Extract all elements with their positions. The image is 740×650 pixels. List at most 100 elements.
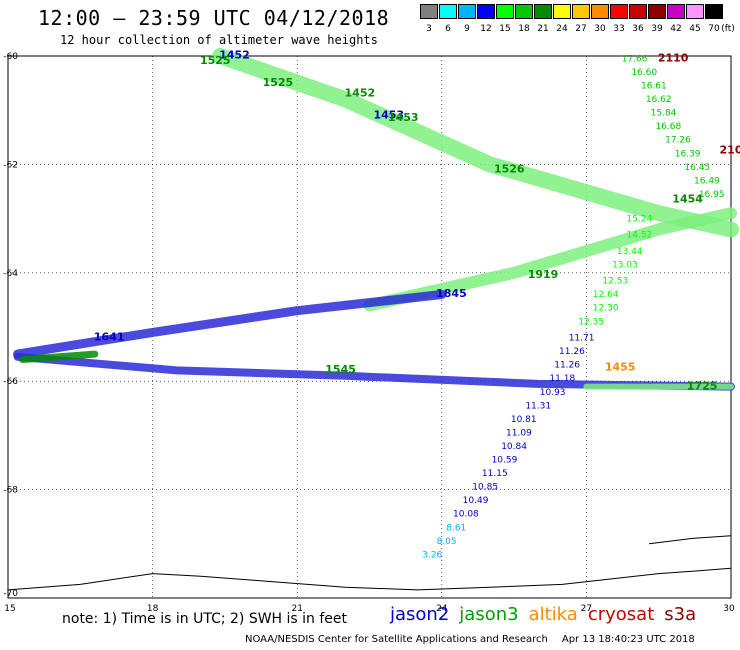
color-scale-label: 42 bbox=[670, 24, 682, 34]
lon-tick-label: 18 bbox=[147, 604, 159, 614]
color-scale-label: 36 bbox=[632, 24, 644, 34]
satellite-legend-item: altika bbox=[528, 604, 578, 625]
color-scale-label: 27 bbox=[575, 24, 587, 34]
swh-reading-label: 11.09 bbox=[506, 428, 532, 438]
swh-reading-label: 11.26 bbox=[559, 347, 585, 357]
track-time-label: 1641 bbox=[94, 331, 125, 344]
swh-reading-label: 14.52 bbox=[627, 231, 653, 241]
swh-reading-label: 13.44 bbox=[617, 247, 643, 257]
lat-tick-label: -68 bbox=[3, 486, 18, 496]
color-scale-swatch bbox=[534, 4, 552, 19]
track-time-label: 1455 bbox=[605, 360, 636, 373]
swh-reading-label: 10.93 bbox=[540, 388, 566, 398]
lat-tick-label: -64 bbox=[3, 269, 18, 279]
footnote: note: 1) Time is in UTC; 2) SWH is in fe… bbox=[62, 611, 348, 627]
antarctic-coastline bbox=[7, 535, 732, 591]
color-scale-label: 21 bbox=[537, 24, 549, 34]
color-scale-label: 9 bbox=[464, 24, 470, 34]
color-scale-label: 3 bbox=[426, 24, 432, 34]
track-time-label: 1525 bbox=[200, 54, 231, 67]
lon-tick-label: 27 bbox=[581, 604, 592, 614]
swh-reading-label: 12.53 bbox=[602, 277, 628, 287]
swh-reading-label: 16.49 bbox=[694, 176, 720, 186]
swh-reading-label: 11.31 bbox=[525, 401, 551, 411]
lon-tick-label: 30 bbox=[723, 604, 735, 614]
color-scale-label: 39 bbox=[651, 24, 663, 34]
track-time-label: 1453 bbox=[388, 111, 419, 124]
map-gridlines bbox=[7, 55, 732, 599]
swh-reading-label: 11.71 bbox=[569, 334, 595, 344]
color-scale-label: 45 bbox=[689, 24, 701, 34]
color-scale-swatch bbox=[610, 4, 628, 19]
color-scale-label: 33 bbox=[613, 24, 625, 34]
lat-tick-label: -70 bbox=[3, 589, 18, 599]
track-time-label: 1453 bbox=[373, 108, 404, 121]
swh-reading-label: 16.39 bbox=[675, 149, 701, 159]
color-scale-swatch bbox=[629, 4, 647, 19]
color-scale-label: 70 bbox=[708, 24, 720, 34]
swh-reading-label: 16.68 bbox=[655, 122, 681, 132]
swh-reading-label: 10.59 bbox=[492, 456, 518, 466]
track-time-label: 210 bbox=[720, 144, 740, 157]
swh-reading-label: 10.49 bbox=[463, 496, 489, 506]
swh-reading-label: 15.24 bbox=[627, 214, 653, 224]
swh-reading-label: 3.26 bbox=[422, 550, 442, 560]
color-scale-swatch bbox=[420, 4, 438, 19]
lat-tick-label: -60 bbox=[3, 52, 18, 62]
track-time-label: 1525 bbox=[263, 76, 294, 89]
lat-tick-label: -62 bbox=[3, 160, 18, 170]
page-subtitle: 12 hour collection of altimeter wave hei… bbox=[60, 33, 378, 47]
track-time-label: 1454 bbox=[672, 192, 703, 205]
swh-reading-label: 10.81 bbox=[511, 415, 537, 425]
satellite-legend: jason2 jason3 altika cryosat s3a bbox=[390, 604, 706, 625]
coastline bbox=[7, 567, 732, 591]
credit-line: NOAA/NESDIS Center for Satellite Applica… bbox=[245, 634, 695, 645]
color-scale-swatch bbox=[515, 4, 533, 19]
color-scale-swatch bbox=[705, 4, 723, 19]
color-scale-swatch bbox=[667, 4, 685, 19]
credit-timestamp: Apr 13 18:40:23 UTC 2018 bbox=[561, 634, 695, 645]
swh-reading-label: 11.26 bbox=[554, 361, 580, 371]
swh-reading-label: 12.30 bbox=[593, 304, 619, 314]
color-scale-swatch bbox=[648, 4, 666, 19]
color-scale-label: 6 bbox=[445, 24, 451, 34]
satellite-legend-item: jason2 bbox=[390, 604, 450, 625]
color-scale-label: 18 bbox=[518, 24, 530, 34]
track-time-label: 1725 bbox=[687, 379, 718, 392]
track-time-label: 1845 bbox=[436, 287, 467, 300]
lat-tick-label: -66 bbox=[3, 377, 18, 387]
track-ascending-mid bbox=[363, 207, 737, 312]
swh-reading-label: 13.03 bbox=[612, 260, 638, 270]
swh-reading-label: 10.08 bbox=[453, 510, 479, 520]
track-west-cluster bbox=[19, 350, 99, 363]
page-title: 12:00 – 23:59 UTC 04/12/2018 bbox=[38, 6, 390, 30]
color-scale-swatch bbox=[591, 4, 609, 19]
satellite-ground-tracks bbox=[13, 48, 739, 391]
swh-reading-label: 8.61 bbox=[446, 523, 466, 533]
swh-reading-label: 8.05 bbox=[437, 537, 457, 547]
track-time-label: 1545 bbox=[325, 363, 356, 376]
satellite-legend-item: cryosat bbox=[587, 604, 655, 625]
color-scale-swatch bbox=[496, 4, 514, 19]
track-time-label: 2110 bbox=[658, 51, 689, 64]
color-scale-label: 30 bbox=[594, 24, 606, 34]
swh-reading-label: 10.84 bbox=[501, 442, 527, 452]
color-scale-swatch bbox=[458, 4, 476, 19]
color-scale-swatch bbox=[439, 4, 457, 19]
track-time-label: 1526 bbox=[494, 163, 525, 176]
color-scale-swatch bbox=[553, 4, 571, 19]
swh-reading-label: 17.26 bbox=[665, 136, 691, 146]
swh-reading-label: 16.61 bbox=[641, 82, 667, 92]
swh-reading-label: 16.45 bbox=[684, 163, 710, 173]
map-labels: 15 18 21 24 27 30 -60 -62 -64 -66 -68 -70 17.66 16.60… bbox=[3, 49, 740, 614]
coastline-segment bbox=[649, 535, 732, 545]
color-scale-unit: (ft) bbox=[721, 24, 735, 34]
track-time-label: 1919 bbox=[528, 268, 559, 281]
color-scale-swatch bbox=[477, 4, 495, 19]
color-scale-swatch bbox=[686, 4, 704, 19]
lon-tick-label: 15 bbox=[4, 604, 15, 614]
swh-reading-label: 12.64 bbox=[593, 290, 619, 300]
swh-reading-label: 16.62 bbox=[646, 95, 672, 105]
color-scale-label: 15 bbox=[499, 24, 511, 34]
